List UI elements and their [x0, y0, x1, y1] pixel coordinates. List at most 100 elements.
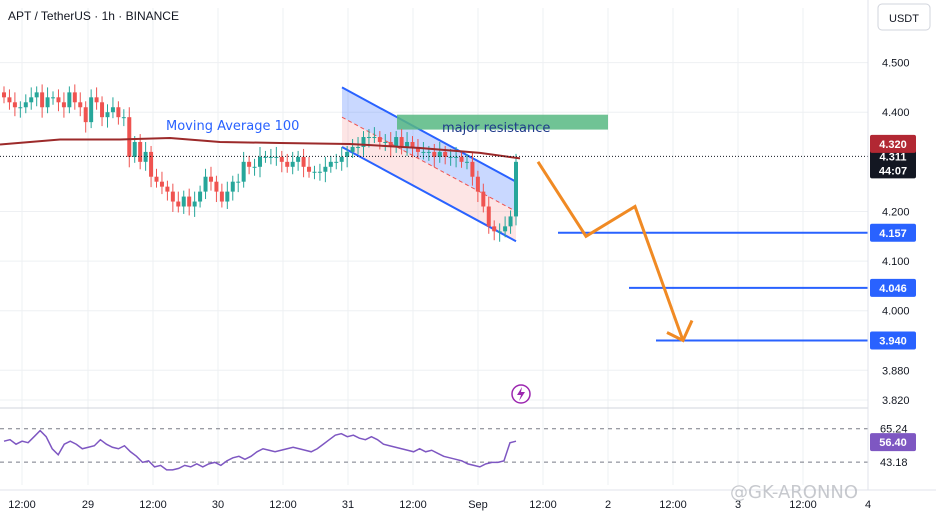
candle-body [176, 201, 181, 207]
candle-body [366, 137, 371, 139]
candle-body [508, 216, 513, 227]
candle-body [127, 117, 132, 157]
currency-button-label: USDT [889, 13, 919, 25]
candle-body [470, 161, 475, 177]
candle-body [443, 151, 448, 157]
resistance-label: major resistance [442, 121, 550, 136]
candle-body [94, 97, 99, 103]
candle-body [247, 161, 252, 167]
resistance-zone [397, 114, 608, 130]
time-tick-label: 12:00 [399, 499, 427, 511]
candle-body [165, 186, 170, 192]
candle-body [437, 151, 442, 157]
candle-body [2, 92, 6, 98]
candle-body [328, 161, 333, 167]
candle-body [317, 171, 322, 173]
candle-body [279, 156, 284, 162]
candle-body [34, 92, 39, 98]
price-tick-label: 3.820 [882, 395, 910, 407]
time-tick-label: 31 [342, 499, 354, 511]
moving-average-line [0, 137, 521, 160]
rsi-level-label: 43.18 [880, 457, 908, 469]
candle-body [454, 156, 459, 158]
channel-upper-line [341, 86, 517, 183]
level-badge-label: 3.940 [879, 335, 907, 347]
projection-path [536, 161, 694, 343]
candle-body [459, 156, 464, 162]
currency-button[interactable]: USDT [877, 3, 931, 31]
time-tick-label: 3 [735, 499, 741, 511]
ma-label: Moving Average 100 [166, 119, 299, 134]
candle-body [116, 107, 121, 118]
rsi-value-badge [870, 433, 916, 452]
candle-body [448, 156, 453, 158]
time-tick-label: 12:00 [529, 499, 557, 511]
ma-price-badge [870, 134, 916, 153]
resistance-box [397, 114, 608, 130]
candle-body [323, 166, 328, 172]
candle-body [214, 181, 219, 192]
watermark: @GK-ARONNO [730, 482, 858, 503]
candle-body [61, 102, 66, 108]
candle-body [159, 181, 164, 187]
price-tick-label: 4.400 [882, 107, 910, 119]
candle-body [307, 166, 312, 172]
candle-body [230, 181, 235, 192]
candle-body [225, 191, 230, 202]
candle-body [252, 166, 257, 168]
candle-body [7, 97, 12, 103]
rsi-line [3, 429, 517, 471]
candle-body [67, 92, 72, 108]
price-tick-label: 4.500 [882, 58, 910, 70]
level-badge-label: 4.157 [879, 228, 907, 240]
level-badge [870, 331, 916, 350]
candle-body [432, 151, 437, 157]
candle-body [72, 92, 77, 103]
candle-body [208, 176, 213, 182]
candle-body [198, 191, 203, 202]
candle-body [12, 102, 17, 108]
candle-body [258, 156, 262, 167]
time-tick-label: 12:00 [789, 499, 817, 511]
candle-body [361, 137, 366, 147]
candle-body [503, 226, 508, 232]
candle-body [475, 176, 480, 192]
chart-title: APT / TetherUS · 1h · BINANCE [8, 9, 179, 23]
ma-price-label: 4.320 [879, 139, 907, 151]
rsi-value-label: 56.40 [879, 437, 907, 449]
time-tick-label: 12:00 [269, 499, 297, 511]
candle-body [285, 161, 290, 167]
candle-body [421, 151, 426, 153]
candle-body [181, 196, 186, 207]
candle-body [268, 156, 273, 158]
time-axis: 12:00 29 12:00 30 12:00 31 12:00 Sep 12:00 2 12:00… [0, 489, 936, 511]
rsi-level-label: 65.24 [880, 424, 908, 436]
price-axis: 4.500 4.400 4.200 4.100 4.000 3.880 3.820 [867, 0, 910, 490]
candle-body [388, 141, 393, 147]
lightning-icon[interactable] [511, 384, 531, 404]
candle-body [45, 97, 50, 108]
time-tick-label: 2 [605, 499, 611, 511]
price-tick-label: 4.000 [882, 306, 910, 318]
candle-body [149, 151, 154, 177]
candle-body [464, 161, 469, 163]
time-tick-label: 29 [82, 499, 94, 511]
candle-body [132, 141, 137, 157]
candle-body [410, 141, 415, 147]
candle-body [40, 92, 45, 108]
candle-body [492, 226, 497, 232]
time-tick-label: 4 [865, 499, 871, 511]
countdown-label: 44:07 [879, 165, 907, 177]
candle-body [51, 97, 56, 99]
candle-body [394, 137, 399, 147]
candle-body [203, 176, 208, 192]
candle-body [274, 156, 279, 158]
candle-body [399, 137, 404, 147]
candle-body [89, 97, 94, 123]
candle-body [241, 161, 246, 182]
candle-body [236, 181, 241, 183]
projection-arrowhead [666, 319, 694, 343]
candle-body [356, 146, 361, 148]
candle-body [481, 191, 486, 207]
level-badge-label: 4.046 [879, 283, 907, 295]
